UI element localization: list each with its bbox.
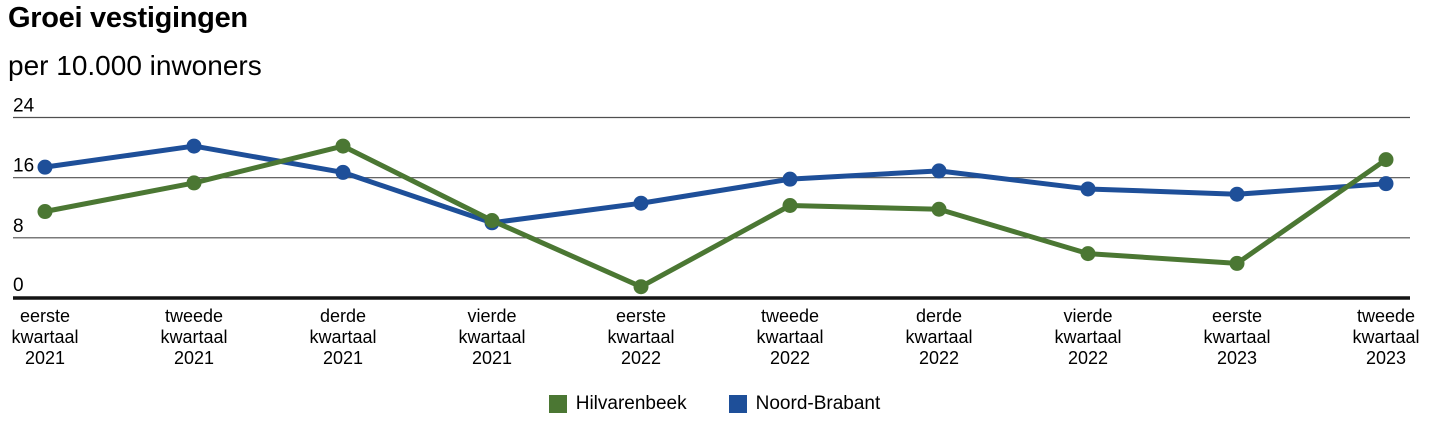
legend-item-hilvarenbeek: Hilvarenbeek bbox=[548, 393, 687, 415]
data-point-hilvarenbeek bbox=[633, 279, 649, 295]
x-tick-label-line: eerste bbox=[19, 306, 71, 326]
x-tick-label: eerste kwartaal 2023 bbox=[1172, 306, 1302, 369]
x-tick-label: vierde kwartaal 2022 bbox=[1023, 306, 1153, 369]
x-tick-label-line: kwartaal bbox=[1352, 327, 1420, 347]
data-point-noord-brabant bbox=[931, 163, 947, 179]
x-tick-label-line: vierde bbox=[467, 306, 517, 326]
line-chart-plot: 0 8 16 24 bbox=[13, 96, 1410, 300]
data-point-noord-brabant bbox=[37, 159, 53, 175]
x-tick-label-line: kwartaal bbox=[309, 327, 377, 347]
x-tick-label-line: 2022 bbox=[1067, 348, 1109, 368]
x-tick-label-line: vierde bbox=[1063, 306, 1113, 326]
data-point-noord-brabant bbox=[186, 138, 202, 154]
data-point-hilvarenbeek bbox=[335, 138, 351, 154]
chart-legend: Hilvarenbeek Noord-Brabant bbox=[0, 393, 1429, 415]
x-tick-label: derde kwartaal 2021 bbox=[278, 306, 408, 369]
x-tick-label-line: eerste bbox=[615, 306, 667, 326]
x-tick-label-line: tweede bbox=[760, 306, 820, 326]
x-tick-label-line: 2021 bbox=[471, 348, 513, 368]
x-tick-label-line: tweede bbox=[1356, 306, 1416, 326]
data-point-hilvarenbeek bbox=[1378, 152, 1394, 168]
x-tick-label: vierde kwartaal 2021 bbox=[427, 306, 557, 369]
x-tick-label-line: 2023 bbox=[1365, 348, 1407, 368]
x-tick-label-line: derde bbox=[915, 306, 963, 326]
x-tick-label-line: kwartaal bbox=[1203, 327, 1271, 347]
y-tick-label: 8 bbox=[13, 216, 24, 237]
x-tick-label-line: kwartaal bbox=[756, 327, 824, 347]
x-tick-label-line: kwartaal bbox=[458, 327, 526, 347]
x-tick-label-line: 2023 bbox=[1216, 348, 1258, 368]
x-tick-label-line: eerste bbox=[1211, 306, 1263, 326]
x-tick-label-line: kwartaal bbox=[607, 327, 675, 347]
data-point-noord-brabant bbox=[335, 164, 351, 180]
data-point-noord-brabant bbox=[1229, 186, 1245, 202]
x-tick-label: tweede kwartaal 2022 bbox=[725, 306, 855, 369]
chart-title: Groei vestigingen bbox=[8, 2, 248, 34]
y-tick-label: 0 bbox=[13, 275, 24, 296]
x-tick-label-line: kwartaal bbox=[160, 327, 228, 347]
x-tick-label-line: 2022 bbox=[620, 348, 662, 368]
y-tick-label: 16 bbox=[13, 156, 34, 177]
data-point-noord-brabant bbox=[633, 195, 649, 211]
x-tick-label-line: derde bbox=[319, 306, 367, 326]
data-point-hilvarenbeek bbox=[1229, 255, 1245, 271]
y-tick-label: 24 bbox=[13, 96, 35, 117]
series-line-hilvarenbeek bbox=[42, 143, 1389, 290]
x-axis-labels: eerste kwartaal 2021 tweede kwartaal 2021 derd… bbox=[0, 306, 1429, 376]
data-point-noord-brabant bbox=[1080, 181, 1096, 197]
data-point-noord-brabant bbox=[782, 171, 798, 187]
x-tick-label: derde kwartaal 2022 bbox=[874, 306, 1004, 369]
x-tick-label-line: 2022 bbox=[918, 348, 960, 368]
data-point-hilvarenbeek bbox=[1080, 246, 1096, 262]
chart-subtitle: per 10.000 inwoners bbox=[8, 50, 262, 81]
legend-label: Noord-Brabant bbox=[755, 393, 881, 414]
x-tick-label-line: 2021 bbox=[24, 348, 66, 368]
data-point-hilvarenbeek bbox=[931, 201, 947, 217]
x-tick-label-line: 2022 bbox=[769, 348, 811, 368]
x-tick-label-line: kwartaal bbox=[905, 327, 973, 347]
x-tick-label-line: kwartaal bbox=[11, 327, 79, 347]
x-tick-label: tweede kwartaal 2021 bbox=[129, 306, 259, 369]
x-tick-label: eerste kwartaal 2022 bbox=[576, 306, 706, 369]
legend-swatch-icon bbox=[728, 395, 747, 413]
x-tick-label-line: 2021 bbox=[173, 348, 215, 368]
x-tick-label-line: tweede bbox=[164, 306, 224, 326]
x-tick-label: tweede kwartaal 2023 bbox=[1321, 306, 1429, 369]
x-tick-label-line: kwartaal bbox=[1054, 327, 1122, 347]
legend-swatch-icon bbox=[548, 395, 567, 413]
legend-label: Hilvarenbeek bbox=[575, 393, 687, 414]
data-point-noord-brabant bbox=[1378, 176, 1394, 192]
legend-item-noord-brabant: Noord-Brabant bbox=[728, 393, 881, 415]
data-point-hilvarenbeek bbox=[186, 175, 202, 191]
series-line-noord-brabant bbox=[42, 143, 1389, 226]
x-tick-label-line: 2021 bbox=[322, 348, 364, 368]
data-point-hilvarenbeek bbox=[782, 197, 798, 213]
x-tick-label: eerste kwartaal 2021 bbox=[0, 306, 110, 369]
data-point-hilvarenbeek bbox=[37, 204, 53, 220]
data-point-hilvarenbeek bbox=[484, 213, 500, 229]
